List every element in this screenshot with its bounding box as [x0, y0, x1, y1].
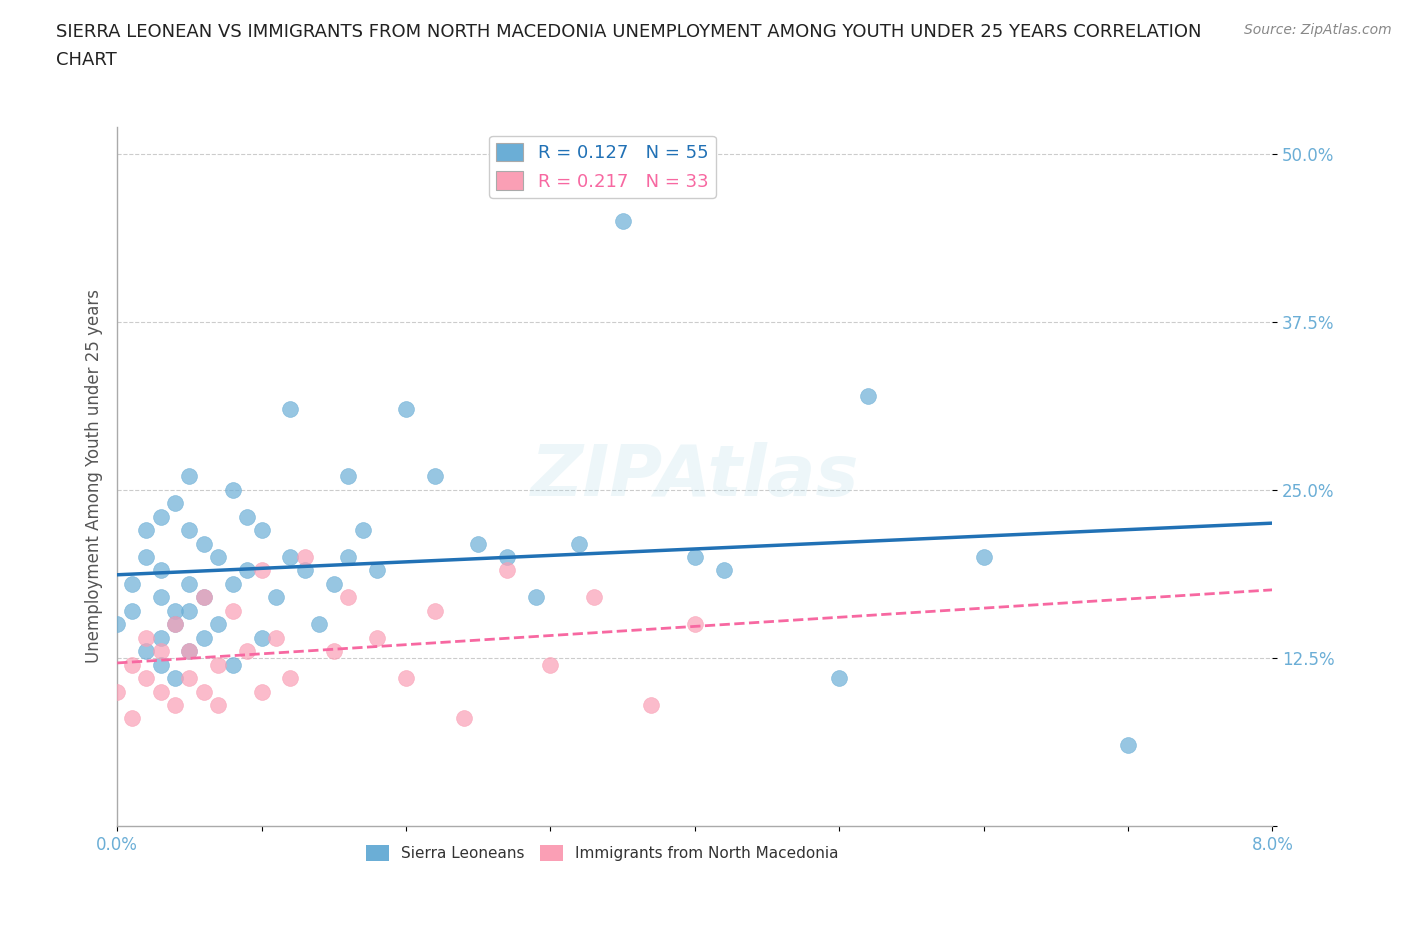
Point: [135, 671, 157, 685]
Point: [280, 671, 302, 685]
Point: [236, 563, 259, 578]
Point: [496, 550, 519, 565]
Point: [538, 658, 561, 672]
Point: [179, 577, 201, 591]
Point: [105, 617, 128, 631]
Point: [250, 631, 273, 645]
Point: [524, 590, 547, 604]
Point: [280, 550, 302, 565]
Point: [322, 644, 344, 658]
Point: [423, 469, 446, 484]
Point: [568, 536, 591, 551]
Point: [193, 590, 215, 604]
Point: [395, 402, 418, 417]
Point: [366, 631, 388, 645]
Text: Source: ZipAtlas.com: Source: ZipAtlas.com: [1244, 23, 1392, 37]
Point: [453, 711, 475, 725]
Point: [179, 523, 201, 538]
Point: [352, 523, 374, 538]
Point: [163, 698, 186, 712]
Point: [179, 604, 201, 618]
Point: [294, 550, 316, 565]
Point: [149, 631, 172, 645]
Point: [294, 563, 316, 578]
Point: [683, 617, 706, 631]
Point: [163, 617, 186, 631]
Point: [179, 644, 201, 658]
Point: [713, 563, 735, 578]
Point: [121, 577, 143, 591]
Point: [337, 590, 360, 604]
Point: [337, 469, 360, 484]
Point: [135, 631, 157, 645]
Text: CHART: CHART: [56, 51, 117, 69]
Point: [163, 671, 186, 685]
Point: [395, 671, 418, 685]
Point: [179, 644, 201, 658]
Text: ZIPAtlas: ZIPAtlas: [530, 442, 859, 511]
Point: [135, 523, 157, 538]
Point: [149, 510, 172, 525]
Point: [250, 523, 273, 538]
Point: [236, 644, 259, 658]
Point: [308, 617, 330, 631]
Point: [222, 577, 245, 591]
Point: [222, 483, 245, 498]
Point: [856, 388, 879, 403]
Point: [250, 563, 273, 578]
Point: [366, 563, 388, 578]
Point: [179, 671, 201, 685]
Point: [163, 617, 186, 631]
Point: [149, 658, 172, 672]
Point: [149, 644, 172, 658]
Point: [207, 698, 229, 712]
Point: [105, 684, 128, 699]
Point: [121, 711, 143, 725]
Point: [163, 604, 186, 618]
Point: [179, 469, 201, 484]
Point: [207, 617, 229, 631]
Point: [135, 644, 157, 658]
Point: [423, 604, 446, 618]
Point: [496, 563, 519, 578]
Point: [264, 631, 287, 645]
Point: [280, 402, 302, 417]
Point: [193, 631, 215, 645]
Point: [121, 604, 143, 618]
Point: [193, 536, 215, 551]
Point: [337, 550, 360, 565]
Point: [973, 550, 995, 565]
Point: [207, 550, 229, 565]
Point: [322, 577, 344, 591]
Text: SIERRA LEONEAN VS IMMIGRANTS FROM NORTH MACEDONIA UNEMPLOYMENT AMONG YOUTH UNDER: SIERRA LEONEAN VS IMMIGRANTS FROM NORTH …: [56, 23, 1202, 41]
Point: [467, 536, 489, 551]
Point: [193, 590, 215, 604]
Point: [640, 698, 662, 712]
Point: [149, 563, 172, 578]
Point: [222, 604, 245, 618]
Y-axis label: Unemployment Among Youth under 25 years: Unemployment Among Youth under 25 years: [86, 289, 103, 663]
Point: [163, 496, 186, 511]
Point: [222, 658, 245, 672]
Point: [149, 684, 172, 699]
Point: [250, 684, 273, 699]
Point: [264, 590, 287, 604]
Point: [612, 213, 634, 228]
Point: [236, 510, 259, 525]
Point: [1116, 737, 1139, 752]
Point: [135, 550, 157, 565]
Point: [121, 658, 143, 672]
Point: [582, 590, 605, 604]
Point: [149, 590, 172, 604]
Point: [683, 550, 706, 565]
Point: [193, 684, 215, 699]
Legend: Sierra Leoneans, Immigrants from North Macedonia: Sierra Leoneans, Immigrants from North M…: [360, 839, 845, 868]
Point: [207, 658, 229, 672]
Point: [828, 671, 851, 685]
